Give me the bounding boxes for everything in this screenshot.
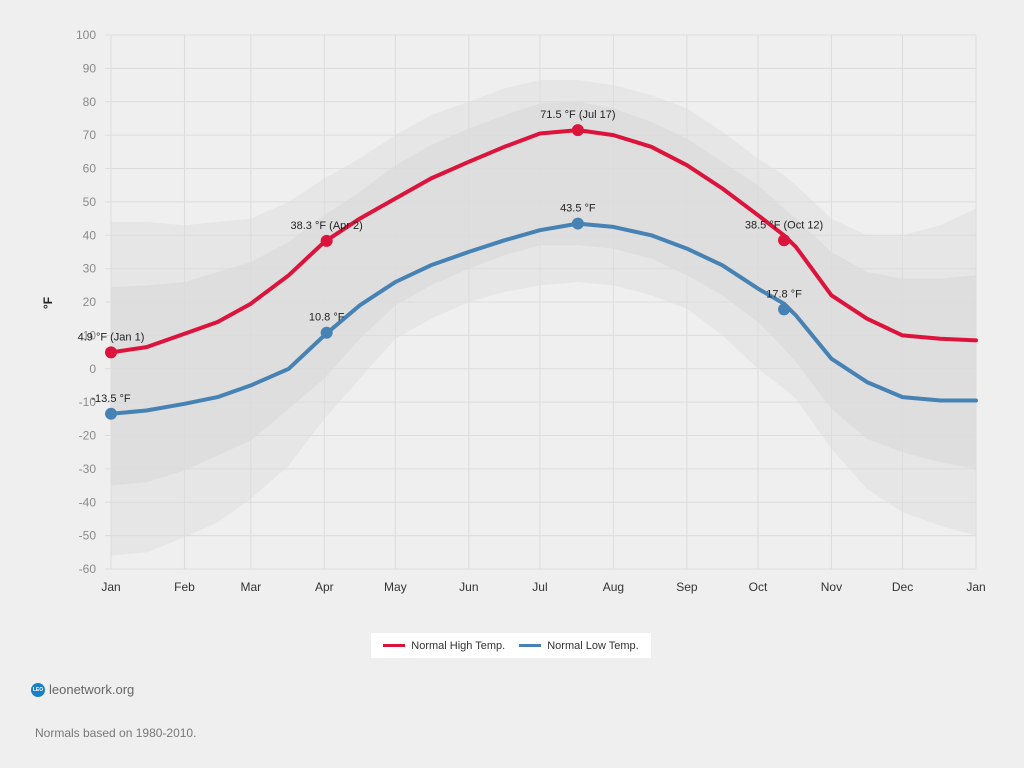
leo-logo-icon: LEO [31, 682, 45, 697]
x-tick-label: Aug [603, 580, 624, 594]
low-temp-marker [320, 326, 333, 339]
marker-value-label: 43.5 °F [560, 203, 596, 215]
normal-high-line [109, 128, 978, 355]
series-lines [109, 128, 978, 416]
y-axis-label: °F [41, 297, 55, 309]
high-temp-marker [320, 234, 333, 247]
y-tick-label: 80 [83, 95, 97, 109]
legend: Normal High Temp. Normal Low Temp. [371, 633, 651, 658]
y-tick-label: 90 [83, 61, 97, 75]
legend-item-low[interactable]: Normal Low Temp. [519, 640, 639, 652]
low-temp-marker [571, 217, 584, 230]
marker-value-label: 71.5 °F (Jul 17) [540, 109, 615, 121]
x-tick-label: Jun [459, 580, 478, 594]
y-tick-label: 100 [76, 28, 96, 42]
x-tick-label: Sep [676, 580, 698, 594]
y-tick-label: 20 [83, 295, 97, 309]
normal-low-line [109, 221, 978, 416]
low-temp-marker [778, 303, 791, 316]
y-tick-label: -20 [79, 429, 97, 443]
y-tick-label: -60 [79, 562, 97, 576]
x-tick-label: Nov [821, 580, 842, 594]
gridlines [105, 34, 977, 570]
low-temp-marker [105, 407, 117, 420]
legend-swatch-high [383, 644, 406, 647]
x-tick-label: Dec [892, 580, 913, 594]
legend-label-low: Normal Low Temp. [547, 639, 639, 652]
inner-range-band [111, 101, 976, 486]
x-tick-label: Apr [315, 580, 334, 594]
marker-value-label: 10.8 °F [309, 312, 345, 324]
brand-link[interactable]: LEO leonetwork.org [31, 682, 134, 697]
x-tick-label: Jan [966, 580, 985, 594]
y-tick-label: -10 [79, 395, 97, 409]
annotation-markers: 4.9 °F (Jan 1) -13.5 °F 38.3 °F (Apr 2) 10.… [78, 109, 823, 420]
y-tick-label: -50 [79, 529, 97, 543]
legend-label-high: Normal High Temp. [411, 639, 506, 652]
y-tick-label: -40 [79, 495, 97, 509]
x-tick-label: Feb [174, 580, 195, 594]
y-tick-label: 70 [83, 128, 97, 142]
legend-item-high[interactable]: Normal High Temp. [383, 640, 505, 652]
high-temp-marker [778, 234, 791, 247]
marker-value-label: -13.5 °F [91, 393, 131, 405]
high-temp-marker [571, 124, 584, 137]
y-tick-label: 60 [83, 162, 97, 176]
x-tick-label: Oct [749, 580, 768, 594]
marker-value-label: 17.8 °F [766, 288, 802, 300]
y-tick-label: 30 [83, 262, 97, 276]
y-tick-label: -30 [79, 462, 97, 476]
x-tick-label: Jan [101, 580, 120, 594]
marker-value-label: 4.9 °F (Jan 1) [78, 331, 145, 343]
x-tick-label: Mar [240, 580, 261, 594]
brand-name: leonetwork.org [49, 682, 135, 697]
legend-swatch-low [519, 644, 542, 647]
x-axis: Jan Feb Mar Apr May Jun Jul Aug Sep Oct Nov Dec Jan [101, 580, 985, 594]
y-tick-label: 10 [83, 328, 97, 342]
temperature-chart: 1009080706050403020100-10-20-30-40-50-60… [41, 28, 986, 594]
marker-value-label: 38.5 °F (Oct 12) [745, 219, 823, 231]
high-temp-marker [105, 346, 117, 359]
range-bands [111, 80, 976, 556]
y-tick-label: 40 [83, 228, 97, 242]
x-tick-label: May [384, 580, 407, 594]
y-tick-label: 50 [83, 195, 97, 209]
x-tick-label: Jul [532, 580, 547, 594]
footer-note: Normals based on 1980-2010. [35, 726, 197, 740]
y-tick-label: 0 [89, 362, 96, 376]
marker-value-label: 38.3 °F (Apr 2) [291, 220, 363, 232]
